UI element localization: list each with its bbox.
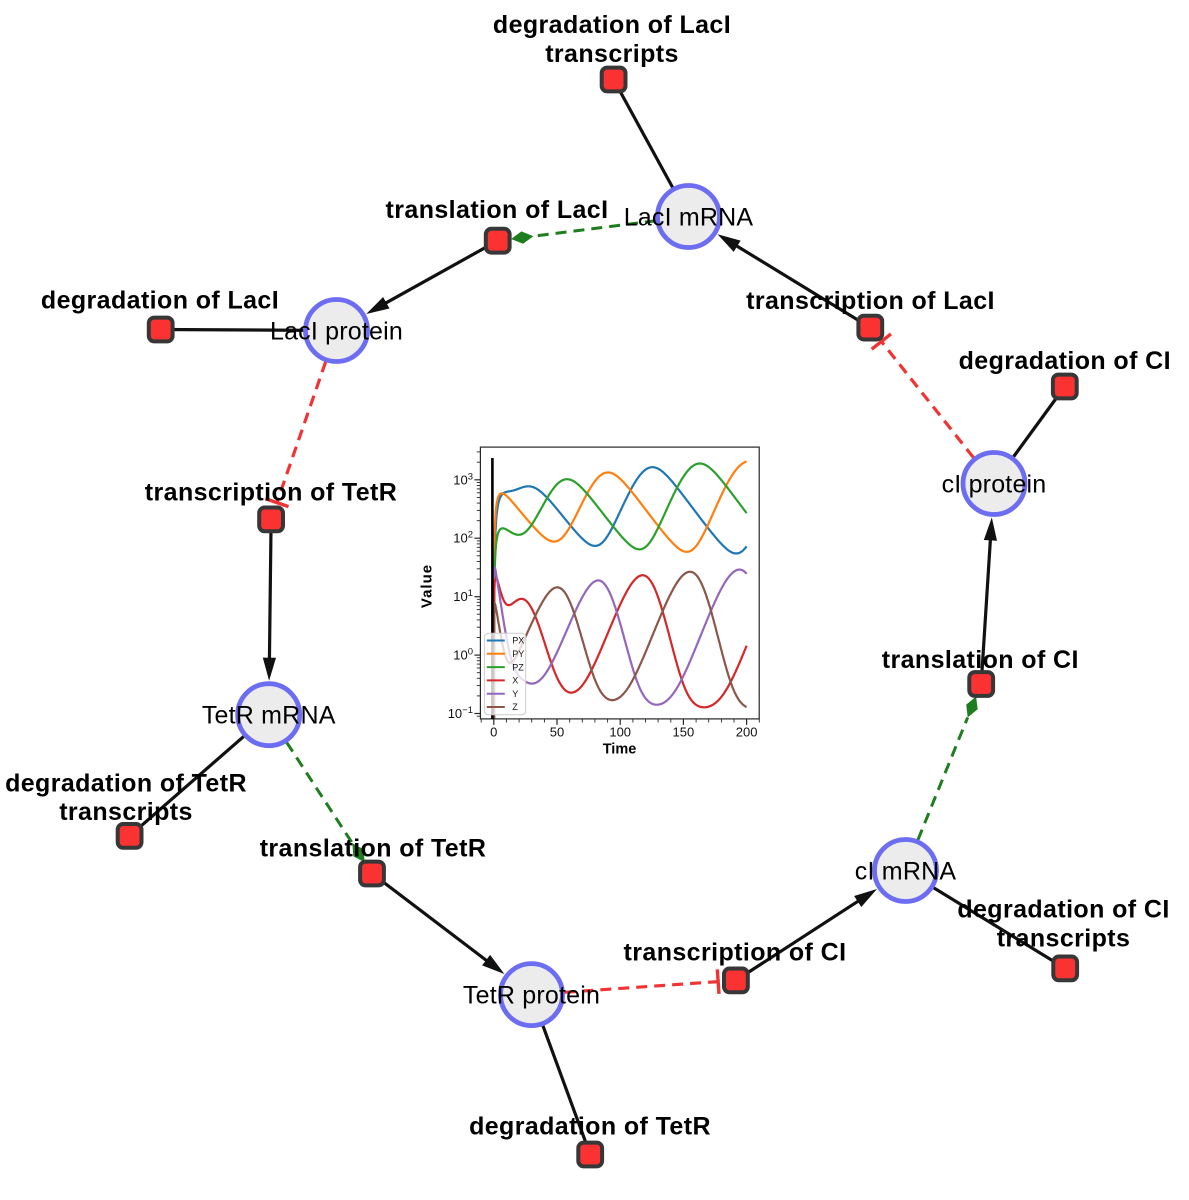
svg-text:transcription of CI: transcription of CI (624, 939, 847, 967)
svg-text:Z: Z (512, 702, 518, 712)
svg-text:Y: Y (512, 689, 518, 699)
svg-text:200: 200 (736, 725, 758, 740)
svg-text:0: 0 (490, 725, 497, 740)
svg-text:transcription of LacI: transcription of LacI (746, 287, 995, 315)
svg-text:PZ: PZ (512, 662, 524, 672)
svg-text:TetR mRNA: TetR mRNA (202, 702, 336, 730)
svg-text:LacI mRNA: LacI mRNA (624, 204, 754, 232)
svg-text:150: 150 (673, 725, 695, 740)
svg-text:Value: Value (419, 564, 436, 608)
svg-text:translation of LacI: translation of LacI (386, 196, 609, 224)
svg-text:degradation of CI: degradation of CI (957, 896, 1169, 924)
svg-text:X: X (512, 676, 518, 686)
svg-text:TetR protein: TetR protein (463, 982, 600, 1010)
svg-text:transcripts: transcripts (59, 798, 193, 826)
svg-text:translation of TetR: translation of TetR (260, 835, 487, 863)
svg-text:degradation of TetR: degradation of TetR (469, 1113, 711, 1141)
svg-text:cI mRNA: cI mRNA (855, 858, 957, 886)
svg-text:50: 50 (550, 725, 564, 740)
svg-text:degradation of LacI: degradation of LacI (41, 286, 279, 314)
svg-text:LacI protein: LacI protein (270, 318, 403, 346)
svg-text:100: 100 (609, 725, 631, 740)
svg-text:transcripts: transcripts (545, 40, 679, 68)
svg-text:cI protein: cI protein (942, 471, 1047, 499)
svg-text:transcripts: transcripts (997, 925, 1131, 953)
svg-text:degradation of TetR: degradation of TetR (5, 769, 247, 797)
svg-text:transcription of TetR: transcription of TetR (145, 479, 397, 507)
svg-text:PX: PX (512, 636, 524, 646)
svg-text:degradation of LacI: degradation of LacI (493, 11, 731, 39)
svg-text:degradation of CI: degradation of CI (959, 347, 1171, 375)
svg-text:translation of CI: translation of CI (882, 646, 1079, 674)
svg-text:Time: Time (603, 742, 637, 758)
svg-text:PY: PY (512, 649, 524, 659)
